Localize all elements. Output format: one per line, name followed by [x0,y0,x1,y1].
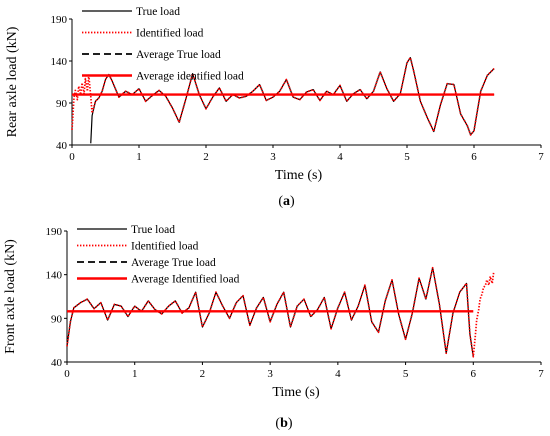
chart-panel-b: 40 90 140 190 0 1 2 3 4 5 6 7 Time (s) Front axle loa… [3,224,544,431]
legend-entry: Average True load [131,257,216,269]
x-tick-label: 4 [335,368,341,380]
x-tick-label: 3 [267,368,273,380]
y-axis-label: Rear axle load (kN) [5,26,20,137]
legend-entry: True load [131,224,175,236]
y-axis-label: Front axle load (kN) [3,239,18,354]
x-tick-label: 1 [136,151,142,163]
x-tick-label: 4 [337,151,343,163]
y-tick-label: 90 [56,98,68,110]
legend-entry: Identified load [136,28,204,40]
x-tick-label: 5 [404,151,410,163]
x-tick-label: 7 [538,151,544,163]
x-tick-label: 1 [132,368,138,380]
x-tick-label: 3 [270,151,276,163]
y-tick-label: 190 [46,226,63,238]
x-tick-label: 2 [203,151,209,163]
series-line-identified-load [71,56,495,136]
legend-entry: True load [136,6,180,18]
legend-entry: Identified load [131,241,199,253]
y-tick-label: 190 [51,14,68,26]
x-tick-label: 6 [471,151,477,163]
y-tick-label: 140 [51,56,68,68]
x-tick-label: 0 [64,368,70,380]
x-axis-label: Time (s) [275,168,323,183]
y-tick-label: 40 [56,140,68,152]
chart-panel-a: 40 90 140 190 0 1 2 3 4 5 6 7 Time (s) Rear axle load… [5,6,544,209]
y-tick-label: 140 [46,270,63,282]
legend-entry: Average Identified load [131,274,240,286]
x-tick-label: 7 [538,368,544,380]
series-line-identified-load [66,266,495,358]
legend-entry: Average True load [136,49,221,61]
panel-caption: (a) [278,194,295,209]
legend-entry: Average identified load [136,71,244,83]
x-tick-label: 6 [471,368,477,380]
x-tick-label: 0 [69,151,75,163]
y-tick-label: 40 [51,357,63,369]
panel-caption: (b) [275,416,292,431]
y-tick-label: 90 [51,313,63,325]
x-tick-label: 2 [200,368,206,380]
x-axis-label: Time (s) [272,385,320,400]
x-tick-label: 5 [403,368,409,380]
